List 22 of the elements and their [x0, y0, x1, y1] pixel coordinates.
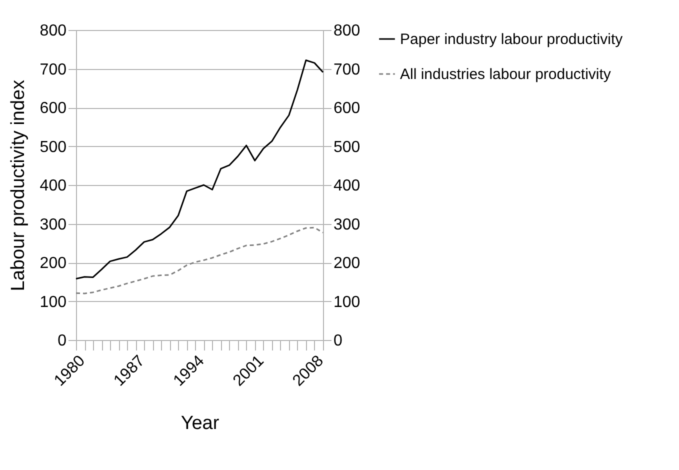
y2-tick-label: 300 — [334, 216, 360, 234]
y-tick-label: 400 — [40, 178, 67, 194]
y-tick-label: 600 — [40, 100, 67, 117]
y2-tick-label: 600 — [334, 100, 360, 117]
y-tick-label: 100 — [40, 294, 67, 311]
y2-tick-label: 400 — [334, 178, 360, 194]
legend-label: Paper industry labour productivity — [400, 31, 624, 48]
y-tick-label: 800 — [40, 22, 67, 40]
y-axis-title: Labour productivity index — [8, 79, 29, 292]
x-axis-title: Year — [180, 412, 220, 434]
y2-tick-label: 800 — [334, 22, 360, 40]
legend-label: All industries labour productivity — [400, 66, 612, 83]
y-tick-label: 500 — [40, 138, 67, 156]
y2-tick-label: 0 — [334, 332, 342, 350]
y2-tick-label: 700 — [334, 61, 360, 78]
y2-tick-label: 500 — [334, 138, 360, 156]
y-tick-label: 700 — [40, 61, 67, 78]
y2-tick-label: 100 — [334, 294, 360, 311]
y-tick-label: 300 — [40, 216, 67, 234]
y-tick-label: 200 — [40, 255, 67, 272]
y-tick-label: 0 — [58, 332, 67, 350]
y2-tick-label: 200 — [334, 255, 360, 272]
